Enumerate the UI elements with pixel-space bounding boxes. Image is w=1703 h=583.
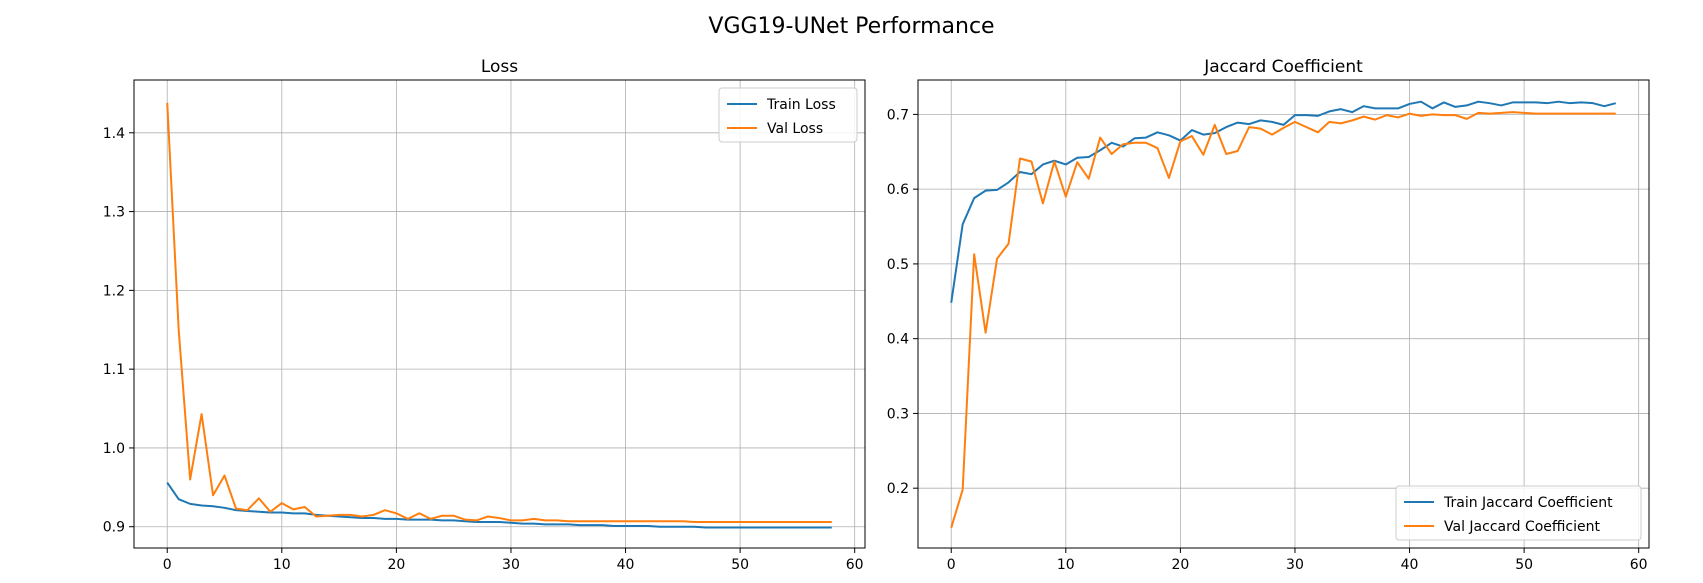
y-tick-label: 0.3 bbox=[887, 406, 909, 422]
series-line-val bbox=[166, 102, 832, 523]
series-line-train bbox=[166, 482, 832, 529]
x-tick-label: 20 bbox=[387, 557, 405, 573]
x-tick-label: 60 bbox=[846, 557, 864, 573]
legend: Train Jaccard Coefficient Val Jaccard Coe… bbox=[1395, 485, 1642, 541]
y-tick-label: 0.5 bbox=[887, 257, 909, 273]
series-line-train bbox=[950, 100, 1617, 303]
x-tick-label: 10 bbox=[1057, 557, 1075, 573]
x-tick-label: 40 bbox=[1401, 557, 1419, 573]
x-tick-label: 50 bbox=[731, 557, 749, 573]
legend-box bbox=[1395, 485, 1642, 541]
legend-label: Val Jaccard Coefficient bbox=[1444, 519, 1601, 535]
y-tick-label: 0.2 bbox=[887, 481, 909, 497]
y-tick-label: 0.9 bbox=[103, 520, 125, 536]
chart-1: Loss 0 10 20 30 40 50 60 0.9 1.0 1.1 1.2 1.3 1.4 Train… bbox=[103, 57, 866, 573]
figure-suptitle: VGG19-UNet Performance bbox=[708, 14, 995, 39]
legend-label: Train Loss bbox=[766, 97, 836, 113]
legend-label: Val Loss bbox=[767, 121, 823, 137]
y-tick-label: 1.3 bbox=[103, 205, 125, 221]
y-tick-label: 1.4 bbox=[103, 126, 125, 142]
y-tick-label: 1.0 bbox=[103, 441, 125, 457]
x-tick-label: 0 bbox=[163, 557, 172, 573]
legend: Train Loss Val Loss bbox=[718, 87, 858, 143]
y-tick-label: 0.4 bbox=[887, 332, 909, 348]
x-tick-label: 10 bbox=[273, 557, 291, 573]
axes-frame bbox=[917, 79, 1650, 549]
y-tick-label: 1.1 bbox=[103, 362, 125, 378]
series-line-val bbox=[950, 111, 1616, 529]
x-tick-label: 50 bbox=[1515, 557, 1533, 573]
x-tick-label: 30 bbox=[502, 557, 520, 573]
x-tick-label: 60 bbox=[1630, 557, 1648, 573]
chart-title: Loss bbox=[481, 57, 518, 77]
x-tick-label: 40 bbox=[617, 557, 635, 573]
y-tick-label: 1.2 bbox=[103, 283, 125, 299]
x-tick-label: 30 bbox=[1286, 557, 1304, 573]
y-tick-label: 0.7 bbox=[887, 107, 909, 123]
y-tick-label: 0.6 bbox=[887, 182, 909, 198]
chart-2: Jaccard Coefficient 0 10 20 30 40 50 60 0.2 0.3 0.… bbox=[887, 57, 1650, 573]
chart-title: Jaccard Coefficient bbox=[1203, 57, 1363, 77]
axes-frame bbox=[133, 79, 866, 549]
x-tick-label: 20 bbox=[1171, 557, 1189, 573]
legend-label: Train Jaccard Coefficient bbox=[1443, 495, 1613, 511]
x-tick-label: 0 bbox=[947, 557, 956, 573]
